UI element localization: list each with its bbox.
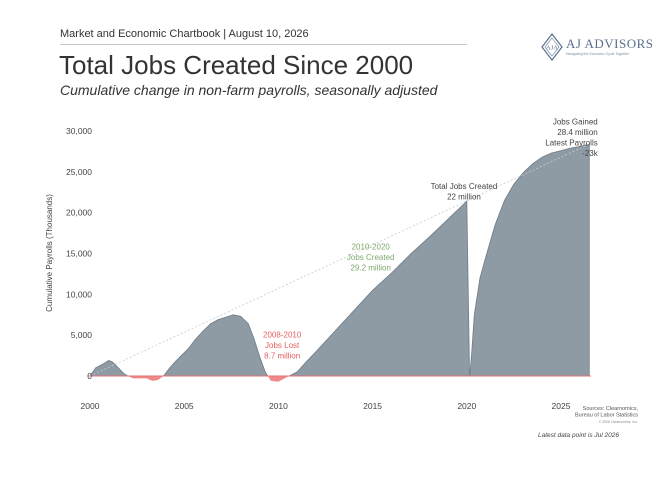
y-axis-label: Cumulative Payrolls (Thousands) <box>45 194 54 312</box>
logo-mark-icon: AJA <box>541 33 563 61</box>
latest-data-note: Latest data point is Jul 2026 <box>538 432 619 439</box>
page-title: Total Jobs Created Since 2000 <box>59 50 414 80</box>
y-tick-label: 0 <box>87 371 92 381</box>
y-tick-label: 15,000 <box>66 249 92 259</box>
page-subtitle: Cumulative change in non-farm payrolls, … <box>60 82 438 98</box>
x-tick-label: 2015 <box>363 401 382 411</box>
area-negative <box>90 376 590 382</box>
logo-wordmark: AJ ADVISORS <box>566 36 654 51</box>
series-line <box>89 143 590 376</box>
x-tick-label: 2020 <box>457 401 476 411</box>
x-tick-label: 2005 <box>175 401 194 411</box>
x-tick-label: 2000 <box>81 401 100 411</box>
x-tick-label: 2010 <box>269 401 288 411</box>
report-topline: Market and Economic Chartbook | August 1… <box>60 28 309 40</box>
header-divider <box>60 44 467 45</box>
y-tick-label: 10,000 <box>66 289 92 299</box>
x-tick-label: 2025 <box>552 401 571 411</box>
y-tick-label: 20,000 <box>66 208 92 218</box>
y-tick-label: 30,000 <box>66 126 92 136</box>
y-tick-label: 5,000 <box>71 330 93 340</box>
y-tick-label: 25,000 <box>66 167 92 177</box>
annotation-latest: Jobs Gained 28.4 million Latest Payrolls -2… <box>545 117 598 158</box>
logo-tagline: Navigating the Economic Cycle Together <box>566 52 629 56</box>
source-note: Sources: Clearnomics, Bureau of Labor Sta… <box>575 406 638 419</box>
annotation-decade: 2010-2020 Jobs Created 29.2 million <box>347 242 395 272</box>
area-positive <box>90 144 590 376</box>
copyright-note: © 2026 Clearnomics, Inc. <box>599 420 638 424</box>
annotation-peak2020: Total Jobs Created 22 million <box>431 182 498 202</box>
annotation-gfc: 2008-2010 Jobs Lost 8.7 million <box>263 331 302 361</box>
logo-monogram: AJA <box>546 45 558 52</box>
